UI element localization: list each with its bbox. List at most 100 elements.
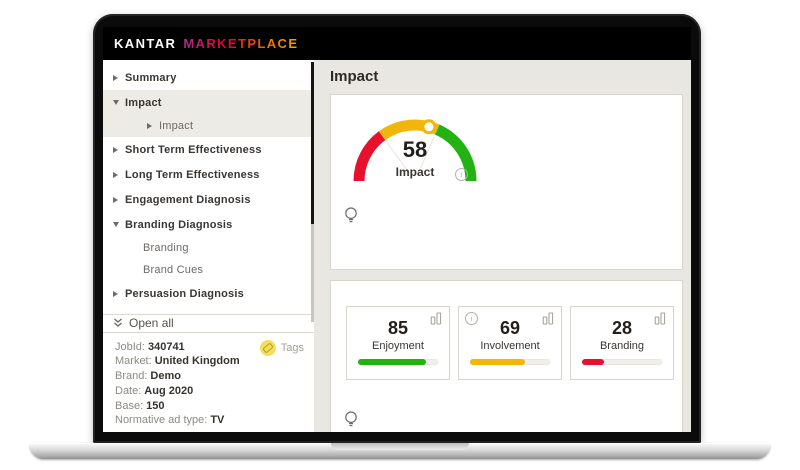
sidebar-item-label: Summary [125,71,177,84]
gauge-zone-tick [386,141,408,170]
app-header: KANTAR MARKETPLACE [103,27,691,60]
metric-value: 69 [499,318,521,338]
impact-gauge: 58 Impact i [345,107,485,189]
bar-chart-icon[interactable] [542,312,555,325]
gauge-marker [421,119,437,135]
metric-label: Involvement [480,340,540,352]
sidebar-item-impact[interactable]: Impact [103,90,314,115]
info-row: Base: 150 [115,399,304,414]
chevron-down-icon [113,100,119,105]
sidebar-item-branding-diagnosis[interactable]: Branding Diagnosis [103,212,314,237]
info-icon[interactable]: i [455,168,468,181]
sidebar-item-label: Engagement Diagnosis [125,193,251,206]
metric-value: 28 [611,318,633,338]
app-window: KANTAR MARKETPLACE Summary Impact Impact Sho… [103,27,691,432]
main-content: Impact 58 Impact i [314,60,691,432]
sidebar-item-label: Short Term Effectiveness [125,143,262,156]
sidebar-item-brand-cues[interactable]: Brand Cues [103,259,314,281]
report-info-list: JobId: 340741 Market: United Kingdom Brand: D… [115,340,304,428]
sidebar: Summary Impact Impact Short Term Effectiven… [103,60,314,432]
metric-card-branding: 28 Branding [570,306,674,380]
info-row: JobId: 340741 [115,340,304,355]
sidebar-item-short-term-effectiveness[interactable]: Short Term Effectiveness [103,137,314,162]
info-row-value: Aug 2020 [144,384,194,397]
info-icon[interactable]: i [465,312,478,325]
chevron-right-icon [147,123,152,129]
info-row-label: JobId: [115,340,145,353]
chevron-down-icon [113,222,119,227]
info-row-value: Demo [150,370,181,383]
open-all-button[interactable]: Open all [103,313,314,332]
sidebar-item-label: Impact [125,96,162,109]
metric-progress-fill [582,359,605,365]
chevron-right-icon [113,171,118,178]
info-row-label: Market: [115,355,152,368]
sidebar-item-label: Branding [143,242,189,254]
info-row-value: TV [210,414,225,427]
info-row: Market: United Kingdom [115,354,304,369]
bulb-icon[interactable] [344,207,358,229]
chevron-right-icon [113,290,118,297]
impact-gauge-card: 58 Impact i [330,94,683,270]
tags-button[interactable]: Tags [259,339,304,356]
metric-value: 85 [387,318,409,338]
laptop-screen: KANTAR MARKETPLACE Summary Impact Impact Sho… [93,14,701,443]
open-all-label: Open all [129,316,174,331]
laptop-base-notch [331,443,469,450]
sidebar-item-label: Impact [159,120,194,132]
gauge-value: 58 [402,137,428,162]
double-chevron-down-icon [114,318,122,328]
scrollbar-thumb[interactable] [311,62,314,224]
logo-marketplace: MARKETPLACE [183,36,299,51]
metric-progress-fill [358,359,426,365]
bulb-icon[interactable] [344,411,358,432]
info-row-label: Base: [115,399,144,412]
sidebar-item-impact[interactable]: Impact [103,115,314,137]
sidebar-item-branding[interactable]: Branding [103,237,314,259]
sidebar-nav: Summary Impact Impact Short Term Effectiven… [103,60,314,314]
sidebar-item-label: Branding Diagnosis [125,218,233,231]
logo-kantar: KANTAR [114,36,177,51]
sidebar-item-label: Long Term Effectiveness [125,168,260,181]
chevron-right-icon [113,146,118,153]
page-title: Impact [330,68,379,85]
info-row-value: 150 [146,399,165,412]
metric-progress-track [470,359,550,365]
tag-icon [259,339,276,356]
impact-gauge-svg [353,119,477,182]
metric-progress-track [358,359,438,365]
info-row-label: Date: [115,384,142,397]
bar-chart-icon[interactable] [654,312,667,325]
info-row: Normative ad type: TV [115,413,304,428]
metric-label: Enjoyment [372,340,424,352]
gauge-label: Impact [395,165,435,179]
diagnostics-card: 85 Enjoyment i 69 Involvement 28 Branding [330,280,683,432]
metric-label: Branding [599,340,645,352]
info-row-label: Brand: [115,370,148,383]
sidebar-item-persuasion-diagnosis[interactable]: Persuasion Diagnosis [103,281,314,306]
info-row: Brand: Demo [115,369,304,384]
gauge-zone-tick [420,136,435,169]
bar-chart-icon[interactable] [430,312,443,325]
metric-progress-track [582,359,662,365]
gauge-segment-red [353,131,386,182]
sidebar-item-long-term-effectiveness[interactable]: Long Term Effectiveness [103,162,314,187]
sidebar-item-label: Brand Cues [143,264,204,276]
metric-cards-row: 85 Enjoyment i 69 Involvement 28 Branding [331,281,682,380]
info-row-label: Normative ad type: [115,414,208,427]
metric-progress-fill [470,359,526,365]
metric-card-involvement: i 69 Involvement [458,306,562,380]
info-row: Date: Aug 2020 [115,384,304,399]
laptop-base [30,443,770,459]
sidebar-item-engagement-diagnosis[interactable]: Engagement Diagnosis [103,187,314,212]
chevron-right-icon [113,196,118,203]
sidebar-item-summary[interactable]: Summary [103,65,314,90]
report-info-panel: JobId: 340741 Market: United Kingdom Brand: D… [103,331,314,432]
gauge-segment-green [434,124,477,182]
sidebar-scrollbar[interactable] [311,62,314,322]
tags-label: Tags [280,341,304,354]
kantar-marketplace-logo[interactable]: KANTAR MARKETPLACE [114,36,298,51]
info-row-value: United Kingdom [154,355,240,368]
sidebar-item-label: Persuasion Diagnosis [125,287,244,300]
metric-card-enjoyment: 85 Enjoyment [346,306,450,380]
